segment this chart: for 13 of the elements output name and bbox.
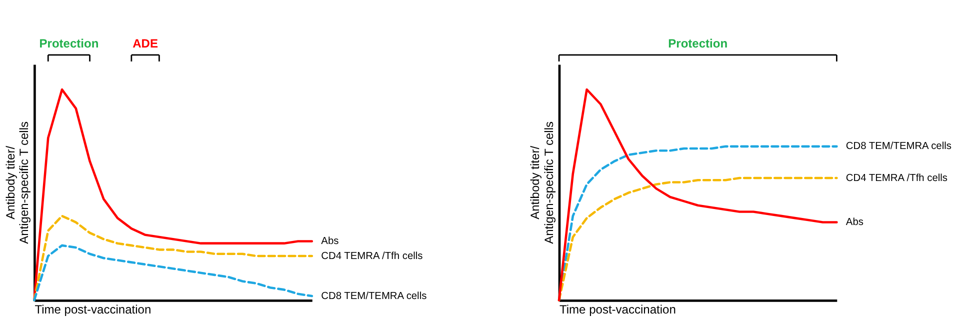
series-label: CD4 TEMRA /Tfh cells [321,250,423,262]
series-label: Abs [321,236,339,248]
x-axis-title: Time post-vaccination [34,302,152,317]
series-label: CD8 TEM/TEMRA cells [846,141,952,152]
y-axis-title: Antibody titer/ Antigen-specific T cells [3,121,32,244]
y-axis-title: Antibody titer/ Antigen-specific T cells [528,121,556,244]
text: ADE [132,36,158,51]
text: Protection [39,36,99,51]
text: Protection [668,36,728,51]
x-axis-title: Time post-vaccination [559,302,676,317]
series-label: Abs [846,217,864,228]
series-label: CD8 TEM/TEMRA cells [321,290,427,302]
series-label: CD4 TEMRA /Tfh cells [846,172,948,184]
